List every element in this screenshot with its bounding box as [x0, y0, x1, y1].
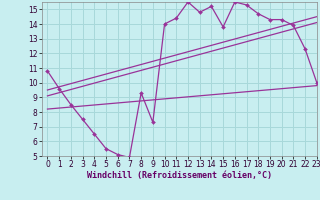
X-axis label: Windchill (Refroidissement éolien,°C): Windchill (Refroidissement éolien,°C) [87, 171, 272, 180]
